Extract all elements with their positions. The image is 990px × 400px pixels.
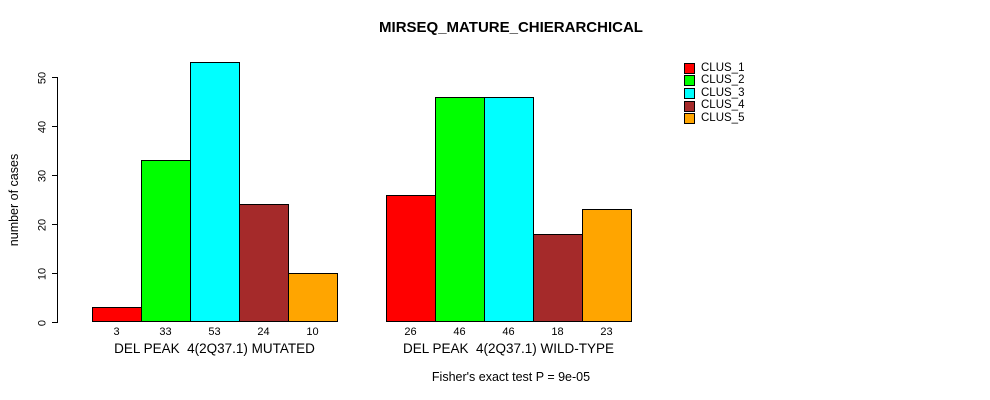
bar-value-label: 33: [159, 326, 172, 338]
bar-clus_3-mutated: [190, 62, 240, 322]
legend-item-clus_5: CLUS_5: [684, 112, 744, 125]
bar-value-label: 26: [404, 326, 417, 338]
legend-swatch-clus_5: [684, 113, 695, 125]
y-axis-tick: [52, 77, 57, 78]
bar-value-label: 18: [551, 326, 564, 338]
bar-clus_1-mutated: [92, 307, 142, 322]
bar-value-label: 53: [208, 326, 221, 338]
legend-swatch-clus_4: [684, 100, 695, 112]
chart-title: MIRSEQ_MATURE_CHIERARCHICAL: [379, 19, 643, 36]
legend-swatch-clus_2: [684, 75, 695, 87]
legend-label: CLUS_5: [701, 111, 745, 124]
y-axis-tick: [52, 322, 57, 323]
y-tick-label: 20: [36, 218, 49, 231]
bar-value-label: 23: [600, 326, 613, 338]
bar-clus_5-wild-type: [582, 209, 632, 322]
legend-item-clus_4: CLUS_4: [684, 100, 744, 113]
x-group-label-wild-type: DEL PEAK 4(2Q37.1) WILD-TYPE: [402, 341, 615, 356]
y-tick-label: 0: [36, 319, 49, 326]
bar-value-label: 46: [502, 326, 515, 338]
bar-value-label: 3: [113, 326, 120, 338]
y-axis-line: [57, 77, 58, 323]
fisher-test-annotation: Fisher's exact test P = 9e-05: [431, 370, 591, 384]
bar-clus_3-wild-type: [484, 97, 534, 322]
legend-label: CLUS_3: [701, 86, 745, 99]
bar-value-label: 24: [257, 326, 270, 338]
legend-label: CLUS_1: [701, 61, 745, 74]
bar-clus_4-mutated: [239, 204, 289, 322]
legend-item-clus_2: CLUS_2: [684, 75, 744, 88]
bar-clus_2-mutated: [141, 160, 191, 322]
y-axis-tick: [52, 175, 57, 176]
y-tick-label: 50: [36, 71, 49, 84]
bar-clus_1-wild-type: [386, 195, 436, 322]
legend-swatch-clus_1: [684, 62, 695, 74]
y-tick-label: 40: [36, 120, 49, 133]
legend-item-clus_3: CLUS_3: [684, 87, 744, 100]
y-axis-tick: [52, 273, 57, 274]
y-axis-label: number of cases: [7, 153, 21, 247]
legend-label: CLUS_2: [701, 74, 745, 87]
y-tick-label: 30: [36, 169, 49, 182]
bar-clus_5-mutated: [288, 273, 338, 322]
bar-clus_4-wild-type: [533, 234, 583, 322]
bar-clus_2-wild-type: [435, 97, 485, 322]
legend-swatch-clus_3: [684, 87, 695, 99]
legend-item-clus_1: CLUS_1: [684, 62, 744, 75]
x-group-label-mutated: DEL PEAK 4(2Q37.1) MUTATED: [114, 341, 315, 356]
bar-value-label: 46: [453, 326, 466, 338]
y-axis-tick: [52, 224, 57, 225]
bar-value-label: 10: [306, 326, 319, 338]
y-axis-tick: [52, 126, 57, 127]
y-tick-label: 10: [36, 267, 49, 280]
legend-label: CLUS_4: [701, 99, 745, 112]
legend: CLUS_1 CLUS_2 CLUS_3 CLUS_4 CLUS_5: [684, 62, 744, 125]
